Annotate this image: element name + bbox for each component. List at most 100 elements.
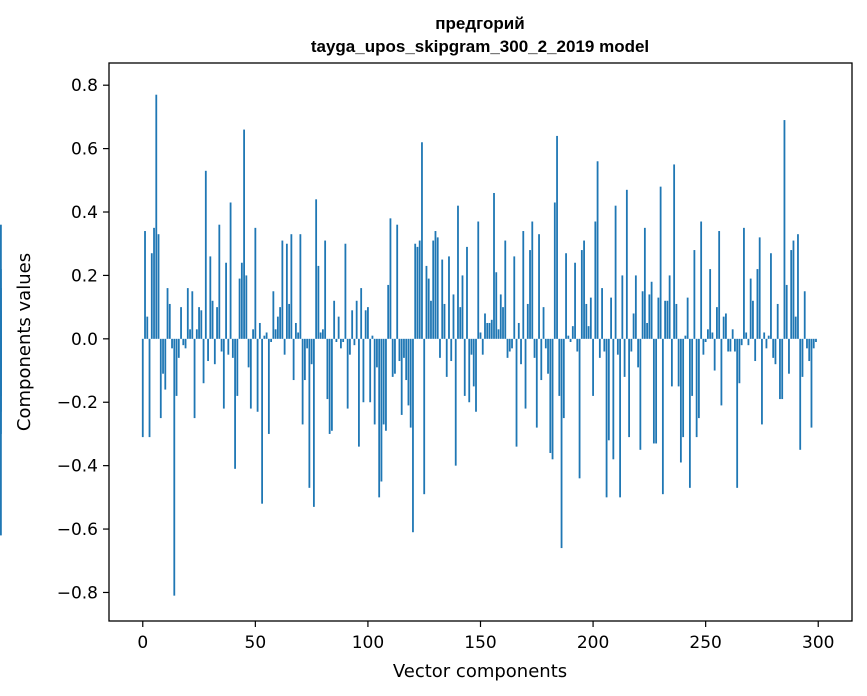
- bar: [702, 338, 705, 355]
- bar: [553, 202, 556, 339]
- bar: [700, 221, 703, 339]
- bar: [695, 338, 698, 438]
- bar: [267, 338, 270, 434]
- bar: [605, 338, 608, 498]
- bar: [423, 338, 426, 495]
- bar: [457, 205, 459, 339]
- bar: [718, 231, 721, 339]
- bar: [301, 338, 304, 425]
- bar: [441, 259, 444, 339]
- bar: [772, 338, 775, 358]
- bar: [517, 322, 520, 339]
- bar: [709, 269, 712, 339]
- bar: [713, 338, 716, 371]
- bar: [632, 313, 635, 339]
- bar: [207, 338, 209, 362]
- bar: [364, 310, 367, 339]
- bar: [353, 338, 356, 346]
- bar: [526, 303, 529, 339]
- plot-frame: [108, 62, 853, 622]
- bar: [637, 338, 640, 368]
- bar: [297, 332, 300, 339]
- bar: [792, 240, 795, 339]
- bar: [461, 275, 464, 339]
- bar: [240, 262, 243, 339]
- bar: [191, 291, 194, 339]
- bar: [716, 307, 718, 339]
- bar: [612, 338, 615, 460]
- y-tick-label: 0.8: [71, 76, 98, 96]
- bar: [725, 313, 727, 339]
- bar: [646, 322, 649, 339]
- bar: [281, 240, 284, 339]
- bar: [376, 338, 378, 368]
- bar: [195, 329, 198, 339]
- bar: [513, 256, 516, 339]
- bar: [508, 338, 511, 352]
- bar: [349, 338, 351, 355]
- bar: [682, 338, 685, 438]
- bar: [222, 338, 225, 409]
- bar: [810, 338, 813, 428]
- bar: [182, 338, 185, 346]
- bar: [454, 338, 457, 466]
- bar: [472, 338, 475, 387]
- bar: [405, 338, 408, 381]
- bar: [387, 284, 390, 339]
- bar: [495, 272, 498, 339]
- bar: [227, 338, 230, 355]
- bar: [292, 338, 295, 381]
- chart-subtitle: tayga_upos_skipgram_300_2_2019 model: [311, 37, 649, 56]
- bar: [788, 338, 790, 374]
- bar: [738, 338, 741, 384]
- bar: [184, 338, 187, 349]
- bar: [661, 338, 664, 495]
- bar: [727, 338, 730, 352]
- bar: [711, 332, 714, 339]
- bar: [452, 294, 455, 339]
- bar: [283, 338, 286, 355]
- bar: [299, 234, 302, 339]
- bar: [598, 338, 601, 358]
- bar: [520, 338, 522, 365]
- bar: [499, 294, 502, 339]
- bar: [279, 307, 282, 339]
- bar: [213, 338, 216, 365]
- bar: [655, 338, 658, 444]
- bar: [722, 316, 725, 339]
- bar: [344, 243, 347, 339]
- bar: [515, 338, 518, 447]
- bar: [571, 326, 574, 339]
- bar: [558, 338, 561, 396]
- bar: [216, 307, 218, 339]
- bar: [621, 275, 624, 339]
- bar: [643, 227, 646, 339]
- x-axis-label: Vector components: [393, 661, 567, 682]
- x-tick-label: 250: [689, 633, 721, 653]
- bar: [324, 240, 327, 339]
- bar: [285, 243, 288, 339]
- bar: [794, 316, 797, 339]
- bar: [168, 303, 171, 339]
- bar: [425, 265, 428, 339]
- bar: [360, 288, 363, 339]
- bar: [630, 338, 633, 352]
- bar: [601, 288, 603, 339]
- bar: [288, 303, 291, 339]
- bar: [648, 294, 651, 339]
- bar: [745, 332, 748, 339]
- bar: [186, 288, 189, 339]
- bar: [231, 338, 234, 358]
- bar: [659, 186, 662, 339]
- bar: [385, 338, 387, 431]
- bar: [614, 205, 617, 339]
- bar: [522, 231, 525, 339]
- bar: [416, 246, 419, 339]
- bar: [427, 278, 430, 339]
- bar: [150, 253, 153, 339]
- bar: [326, 338, 329, 400]
- bar: [0, 316, 2, 339]
- bar: [808, 338, 811, 362]
- bar: [569, 338, 572, 342]
- bar: [153, 227, 155, 339]
